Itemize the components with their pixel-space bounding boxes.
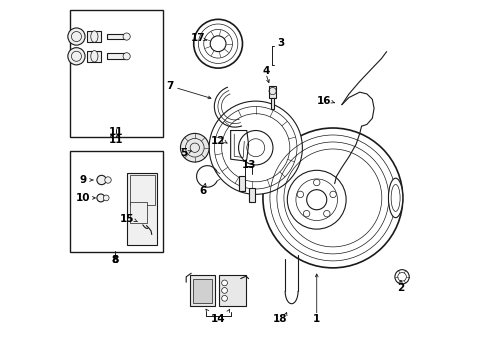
- Text: 5: 5: [180, 148, 188, 158]
- Text: 12: 12: [211, 136, 226, 145]
- Circle shape: [123, 33, 130, 40]
- Circle shape: [287, 170, 346, 229]
- Circle shape: [105, 177, 111, 183]
- Bar: [129, 202, 147, 223]
- Circle shape: [68, 28, 85, 45]
- Text: 9: 9: [79, 175, 86, 185]
- Text: 11: 11: [109, 135, 123, 145]
- Bar: [248, 188, 255, 202]
- Text: 3: 3: [277, 38, 285, 48]
- Text: 6: 6: [199, 186, 206, 197]
- Text: 14: 14: [211, 314, 225, 324]
- Ellipse shape: [91, 31, 98, 42]
- Bar: [87, 50, 101, 62]
- Text: 8: 8: [111, 255, 119, 265]
- Text: 2: 2: [397, 283, 405, 293]
- Text: 1: 1: [313, 314, 320, 324]
- Bar: [271, 98, 274, 109]
- Circle shape: [209, 101, 302, 194]
- Ellipse shape: [389, 178, 403, 218]
- Text: 15: 15: [120, 215, 135, 224]
- Bar: [107, 53, 126, 59]
- Text: 7: 7: [166, 81, 173, 91]
- Circle shape: [297, 191, 304, 198]
- Bar: [107, 34, 126, 40]
- Bar: [219, 275, 246, 306]
- Bar: [129, 175, 155, 205]
- Bar: [70, 10, 163, 137]
- Bar: [70, 151, 163, 252]
- Text: 17: 17: [191, 33, 206, 43]
- Circle shape: [194, 19, 243, 68]
- Bar: [87, 31, 101, 42]
- Ellipse shape: [91, 50, 98, 62]
- Text: 10: 10: [75, 193, 90, 203]
- Circle shape: [314, 179, 320, 186]
- Bar: [239, 176, 245, 191]
- Circle shape: [97, 175, 106, 185]
- Circle shape: [395, 270, 409, 284]
- Text: 8: 8: [111, 255, 119, 265]
- Bar: [193, 279, 212, 303]
- Text: 18: 18: [272, 314, 287, 324]
- Text: 13: 13: [242, 159, 256, 170]
- Circle shape: [221, 296, 227, 301]
- Circle shape: [123, 53, 130, 60]
- Bar: [126, 173, 157, 244]
- Circle shape: [97, 194, 105, 202]
- Circle shape: [180, 134, 209, 162]
- Circle shape: [221, 280, 227, 286]
- Circle shape: [68, 48, 85, 65]
- Circle shape: [221, 288, 227, 293]
- Circle shape: [303, 211, 310, 217]
- Text: 16: 16: [317, 96, 331, 106]
- Circle shape: [263, 128, 403, 268]
- Bar: [270, 86, 276, 98]
- Circle shape: [103, 195, 109, 201]
- Bar: [191, 275, 215, 306]
- Text: 4: 4: [262, 66, 270, 76]
- Circle shape: [330, 191, 336, 198]
- Circle shape: [323, 211, 330, 217]
- Text: 11: 11: [109, 127, 123, 136]
